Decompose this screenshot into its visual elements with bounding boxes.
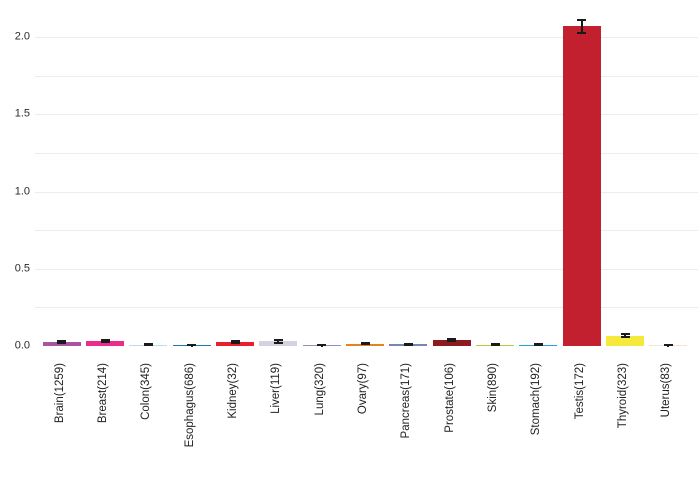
- x-tick-label: Liver(119): [270, 363, 283, 414]
- x-tick-label: Testis(172): [573, 363, 586, 420]
- gridline: [35, 153, 698, 154]
- gridline: [35, 268, 698, 270]
- error-bar-cap: [100, 340, 110, 343]
- gridline: [35, 114, 698, 116]
- gridline: [35, 75, 698, 77]
- gridline: [35, 37, 698, 39]
- error-bar: [624, 334, 626, 337]
- error-bar-cap: [230, 340, 240, 343]
- error-bar: [450, 338, 453, 342]
- x-tick-label: Ovary(97): [357, 363, 369, 415]
- error-bar-cap: [490, 344, 500, 347]
- gridline: [35, 191, 698, 193]
- x-tick-label: Uterus(83): [660, 363, 673, 418]
- y-tick-label: 1.0: [14, 185, 30, 198]
- gridline: [35, 307, 698, 309]
- x-tick-label: Prostate(106): [443, 363, 456, 433]
- x-tick-label: Stomach(192): [530, 363, 543, 436]
- error-bar-cap: [403, 343, 413, 346]
- error-bar-cap: [663, 344, 673, 347]
- error-bar-cap: [447, 337, 457, 340]
- bar-thyroid[interactable]: [606, 335, 644, 346]
- error-bar-cap: [620, 335, 630, 338]
- bar-prostate[interactable]: [432, 340, 471, 346]
- x-tick-label: Lung(320): [313, 363, 326, 416]
- x-tick-label: Thyroid(323): [617, 363, 629, 429]
- x-tick-label: Brain(1259): [53, 363, 66, 424]
- gridline: [35, 230, 698, 232]
- error-bar-cap: [100, 339, 110, 342]
- x-tick-label: Colon(345): [140, 363, 153, 420]
- error-bar-cap: [187, 344, 197, 347]
- y-tick-label: 1.5: [14, 107, 30, 120]
- error-bar-cap: [577, 31, 587, 34]
- error-bar-cap: [360, 341, 370, 344]
- error-bar-cap: [620, 333, 630, 336]
- error-bar-cap: [230, 342, 240, 345]
- x-tick-label: Pancreas(171): [400, 363, 413, 439]
- bar-liver[interactable]: [259, 341, 298, 346]
- x-tick-label: Kidney(32): [227, 363, 239, 419]
- error-bar-cap: [273, 339, 283, 342]
- error-bar-cap: [577, 19, 587, 22]
- x-tick-label: Esophagus(686): [183, 363, 196, 448]
- y-tick-label: 0.5: [14, 262, 30, 275]
- error-bar-cap: [317, 344, 327, 347]
- error-bar-cap: [57, 340, 67, 343]
- error-bar-cap: [273, 341, 283, 344]
- error-bar-cap: [360, 343, 370, 346]
- bar-breast[interactable]: [86, 341, 124, 346]
- y-tick-label: 0.0: [14, 339, 30, 352]
- error-bar-cap: [143, 344, 153, 347]
- error-bar-cap: [447, 340, 457, 343]
- y-tick-label: 2.0: [14, 30, 30, 43]
- error-bar: [277, 340, 280, 343]
- x-tick-label: Breast(214): [97, 363, 109, 424]
- bar-testis[interactable]: [562, 26, 601, 346]
- error-bar-cap: [533, 343, 543, 346]
- error-bar-cap: [403, 342, 413, 345]
- error-bar-cap: [57, 342, 67, 345]
- error-bar: [234, 341, 236, 344]
- x-tick-label: Skin(890): [487, 363, 499, 413]
- error-bar: [580, 20, 583, 33]
